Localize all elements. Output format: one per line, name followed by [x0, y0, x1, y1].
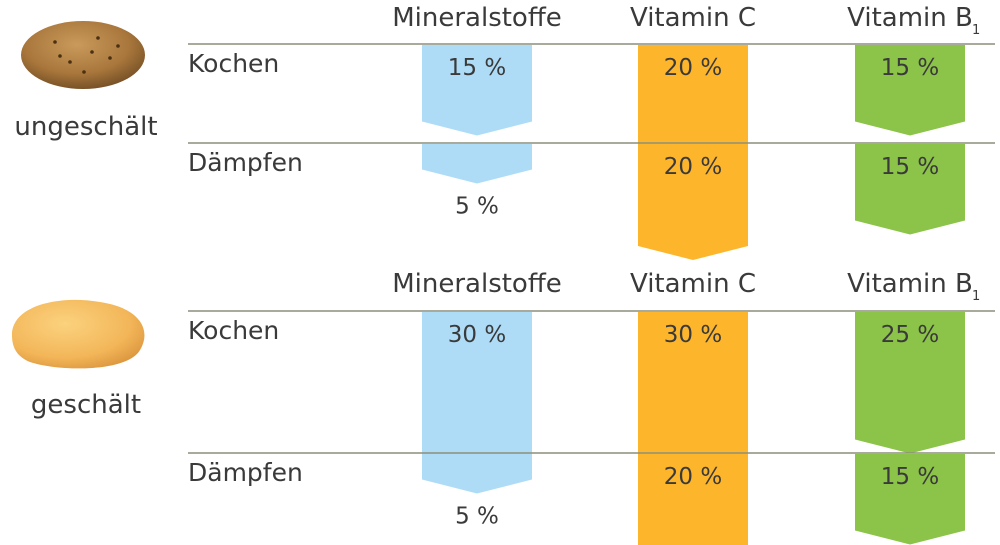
- value-label: 5 %: [455, 194, 499, 220]
- bar-mineralstoffe: [422, 45, 532, 136]
- bar-mineralstoffe: [422, 144, 532, 184]
- bar-vitamin_c: [638, 312, 748, 479]
- value-label: 20 %: [664, 55, 722, 81]
- bar-vitamin_b1: [855, 454, 965, 545]
- potato-spot: [53, 40, 57, 44]
- column-header-subscript: 1: [972, 289, 980, 304]
- value-label: 5 %: [455, 504, 499, 530]
- value-label: 20 %: [664, 464, 722, 490]
- bar-vitamin_b1: [855, 144, 965, 235]
- value-label: 15 %: [881, 55, 939, 81]
- column-header-subscript: 1: [972, 23, 980, 38]
- row-label: Dämpfen: [188, 148, 303, 177]
- value-label: 25 %: [881, 322, 939, 348]
- value-label: 15 %: [448, 55, 506, 81]
- row-label: Kochen: [188, 49, 279, 78]
- value-label: 30 %: [448, 322, 506, 348]
- row-label: Dämpfen: [188, 458, 303, 487]
- potato-spot: [96, 36, 100, 40]
- value-label: 20 %: [664, 154, 722, 180]
- bar-vitamin_c: [638, 144, 748, 260]
- group-label: ungeschält: [14, 112, 157, 142]
- bar-vitamin_b1: [855, 45, 965, 136]
- column-header: Mineralstoffe: [392, 269, 562, 299]
- potato-unpeeled-icon: [21, 21, 145, 89]
- bar-vitamin_b1: [855, 312, 965, 454]
- column-header: Vitamin B: [847, 3, 973, 33]
- bar-mineralstoffe: [422, 312, 532, 479]
- value-label: 15 %: [881, 464, 939, 490]
- potato-spot: [82, 70, 86, 74]
- column-header: Mineralstoffe: [392, 3, 562, 33]
- column-header: Vitamin C: [630, 3, 756, 33]
- bar-vitamin_c: [638, 45, 748, 161]
- bar-mineralstoffe: [422, 454, 532, 494]
- potato-spot: [116, 44, 120, 48]
- potato-spot: [58, 54, 62, 58]
- value-label: 30 %: [664, 322, 722, 348]
- potato-spot: [108, 56, 112, 60]
- potato-peeled-icon: [12, 299, 145, 369]
- bar-vitamin_c: [638, 454, 748, 545]
- value-label: 15 %: [881, 154, 939, 180]
- potato-spot: [90, 50, 94, 54]
- column-header: Vitamin C: [630, 269, 756, 299]
- potato-spot: [68, 60, 72, 64]
- row-label: Kochen: [188, 316, 279, 345]
- column-header: Vitamin B: [847, 269, 973, 299]
- group-label: geschält: [31, 390, 141, 420]
